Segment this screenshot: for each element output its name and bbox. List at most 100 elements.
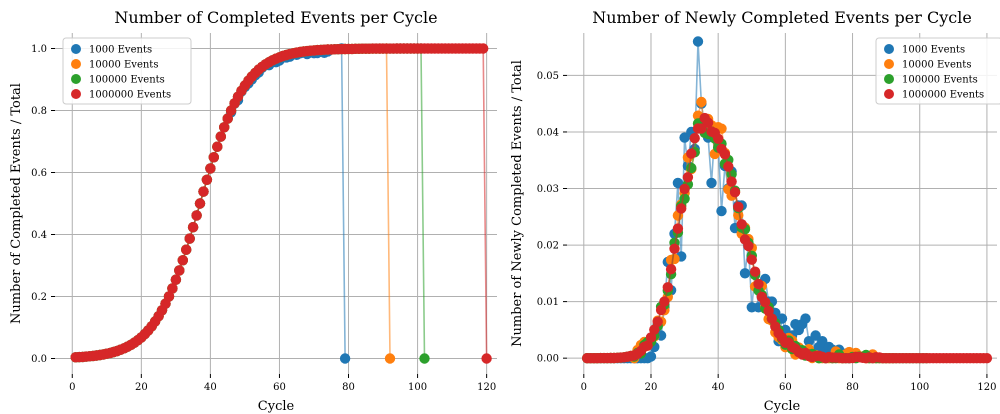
x-tick-label: 100	[408, 382, 427, 393]
x-tick-label: 60	[273, 382, 286, 393]
legend-label: 10000 Events	[89, 60, 158, 71]
data-point	[716, 205, 727, 217]
legend-box	[875, 37, 1000, 105]
data-point	[194, 198, 206, 209]
x-tick-label: 20	[135, 382, 148, 393]
x-tick-label: 20	[645, 382, 658, 393]
y-tick-label: 0.0	[31, 354, 47, 365]
legend-box	[62, 37, 192, 105]
data-point	[706, 177, 717, 189]
y-tick-label: 0.4	[31, 230, 47, 241]
series-line	[587, 121, 927, 360]
legend-marker	[71, 89, 81, 99]
data-point	[672, 177, 684, 189]
data-point	[676, 203, 687, 214]
x-tick-label: 0	[581, 382, 587, 393]
data-point	[665, 264, 677, 275]
y-tick-label: 0.00	[537, 354, 559, 365]
data-point	[208, 152, 219, 163]
y-tick-label: 0.6	[31, 168, 47, 179]
x-tick-label: 120	[477, 382, 496, 393]
data-point	[726, 176, 737, 187]
data-point	[723, 161, 734, 172]
data-point	[679, 193, 690, 204]
data-point	[384, 353, 396, 364]
data-point	[167, 283, 178, 294]
data-point	[339, 353, 351, 364]
legend-label: 1000000 Events	[902, 90, 984, 101]
y-axis-label: Number of Newly Completed Events / Total	[510, 60, 525, 347]
y-tick-label: 0.02	[537, 241, 559, 252]
data-point	[184, 233, 195, 244]
x-tick-label: 60	[779, 382, 792, 393]
y-tick-label: 1.0	[31, 44, 47, 55]
legend-label: 100000 Events	[89, 75, 165, 86]
data-point	[222, 113, 233, 124]
data-point	[689, 133, 700, 144]
data-point	[682, 172, 694, 183]
data-point	[191, 210, 202, 221]
data-point	[659, 296, 670, 307]
legend-marker	[884, 74, 894, 84]
data-point	[766, 313, 778, 324]
legend-label: 100000 Events	[902, 75, 978, 86]
data-point	[739, 268, 751, 279]
data-point	[662, 282, 673, 293]
data-point	[713, 133, 724, 144]
data-point	[746, 254, 757, 265]
data-point	[649, 324, 660, 335]
data-point	[212, 141, 223, 152]
x-tick-label: 0	[69, 382, 75, 393]
data-point	[419, 353, 430, 364]
data-point	[198, 186, 209, 197]
legend-label: 1000 Events	[89, 45, 152, 56]
data-point	[215, 131, 226, 142]
data-point	[181, 244, 192, 255]
data-point	[686, 148, 697, 159]
data-point	[481, 353, 492, 364]
series-3	[582, 112, 993, 364]
data-point	[692, 36, 704, 47]
series-2	[582, 117, 932, 364]
data-point	[702, 117, 714, 128]
series-3	[70, 43, 492, 364]
legend-marker	[884, 59, 894, 69]
legend-marker	[71, 59, 81, 69]
data-point	[655, 304, 667, 316]
x-tick-label: 40	[204, 382, 217, 393]
x-tick-label: 100	[910, 382, 929, 393]
legend-marker	[884, 89, 894, 99]
x-tick-label: 120	[977, 382, 996, 393]
data-point	[174, 265, 185, 276]
chart-title: Number of Completed Events per Cycle	[114, 8, 437, 27]
legend-marker	[884, 44, 894, 54]
data-point	[201, 174, 213, 185]
x-tick-label: 80	[846, 382, 859, 393]
data-point	[478, 43, 489, 54]
data-point	[760, 297, 771, 308]
data-point	[749, 266, 761, 277]
legend-label: 10000 Events	[902, 60, 971, 71]
data-point	[672, 223, 684, 234]
newly-completed-events-chart: 0 20 40 60 80 100 120 0.00 0.01 0.02 0.03 0.04 0.05 N…	[510, 8, 1000, 414]
data-point	[753, 278, 764, 290]
data-point	[163, 291, 175, 302]
data-point	[696, 123, 707, 134]
data-point	[642, 340, 653, 351]
y-tick-label: 0.8	[31, 106, 47, 117]
legend-marker	[71, 44, 81, 54]
data-point	[686, 162, 697, 174]
data-point	[177, 255, 188, 266]
series-line	[587, 116, 987, 360]
x-axis-label: Cycle	[258, 399, 295, 414]
legend: 1000 Events 10000 Events 100000 Events 1000…	[875, 37, 1000, 105]
chart-title: Number of Newly Completed Events per Cyc…	[592, 8, 972, 27]
legend-label: 1000000 Events	[89, 90, 171, 101]
completed-events-chart: 0 20 40 60 80 100 120 0.0 0.2 0.4 0.6 0.8 1.0 Number …	[9, 8, 497, 414]
x-tick-label: 80	[342, 382, 355, 393]
y-tick-label: 0.04	[537, 127, 559, 138]
data-point	[981, 353, 993, 364]
data-point	[669, 243, 680, 254]
data-point	[696, 96, 707, 108]
